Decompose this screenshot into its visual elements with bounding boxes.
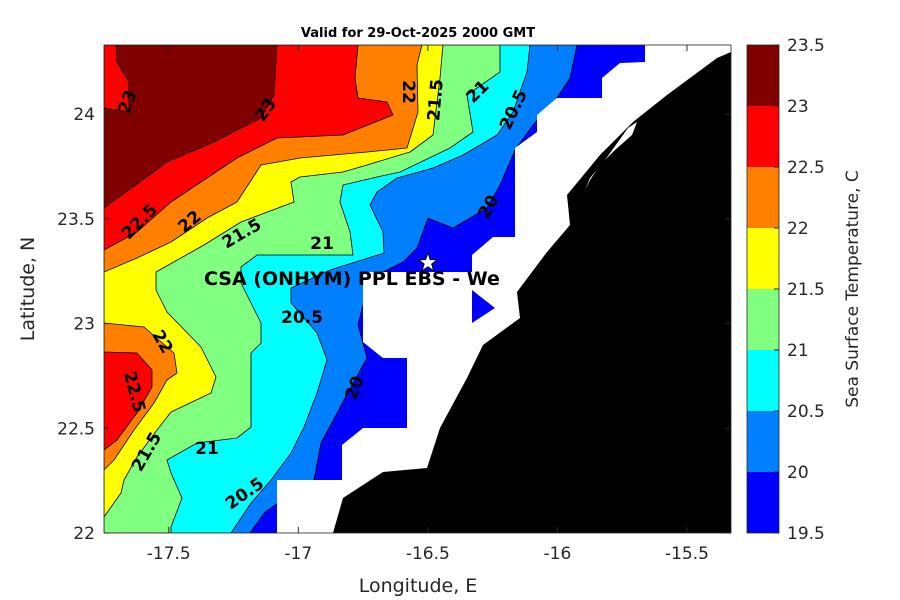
colorbar-tick-label: 20.5: [787, 402, 825, 422]
colorbar-swatch-20: [747, 411, 779, 472]
contour-label: 21: [310, 234, 334, 254]
contour-label: 21: [195, 439, 219, 459]
x-axis: -17.5 -17 -16.5 -16 -15.5: [147, 45, 709, 564]
y-tick-label: 23.5: [57, 210, 95, 230]
colorbar: 19.5 20 20.5 21 21.5 22 22.5 23 23.5: [746, 36, 825, 544]
colorbar-swatch-23: [747, 45, 779, 106]
star-icon: [416, 251, 439, 273]
colorbar-swatch-21.5: [747, 228, 779, 289]
y-tick-label: 24: [73, 105, 95, 125]
colorbar-tick-label: 21.5: [787, 280, 825, 300]
y-axis-label: Latitude, N: [17, 237, 39, 342]
x-tick-label: -16: [544, 544, 572, 564]
site-label: CSA (ONHYM) PPL EBS - We: [204, 268, 500, 290]
band-22.5-23: [104, 351, 153, 451]
colorbar-tick-label: 20: [787, 463, 809, 483]
colorbar-swatch-22: [747, 167, 779, 228]
colorbar-swatch-20.5: [747, 350, 779, 411]
colorbar-swatch-22.5: [747, 106, 779, 167]
colorbar-swatch-19.5: [747, 472, 779, 533]
colorbar-tick-label: 23: [787, 97, 809, 117]
contour-label: 20.5: [281, 308, 323, 328]
y-axis: 22 22.5 23 23.5 24: [57, 105, 731, 544]
colorbar-tick-label: 19.5: [787, 524, 825, 544]
land-mass: [333, 52, 731, 533]
axes-box: [103, 44, 732, 534]
colorbar-tick-label: 23.5: [787, 36, 825, 56]
chart-title: Valid for 29-Oct-2025 2000 GMT: [301, 26, 535, 41]
x-axis-label: Longitude, E: [359, 575, 478, 597]
band-23-23.5: [104, 45, 278, 209]
x-tick-label: -17: [284, 544, 312, 564]
colorbar-swatch-21: [747, 289, 779, 350]
x-tick-label: -16.5: [406, 544, 450, 564]
colorbar-tick-label: 22: [787, 219, 809, 239]
y-tick-label: 22.5: [57, 419, 95, 439]
x-tick-label: -15.5: [665, 544, 709, 564]
y-tick-label: 23: [73, 315, 95, 335]
contour-label: 21.5: [424, 78, 448, 122]
x-tick-label: -17.5: [147, 544, 191, 564]
colorbar-label: Sea Surface Temperature, C: [843, 170, 863, 408]
colorbar-tick-label: 22.5: [787, 158, 825, 178]
colorbar-tick-label: 21: [787, 341, 809, 361]
y-tick-label: 22: [73, 524, 95, 544]
contour-label: 22: [398, 80, 418, 104]
